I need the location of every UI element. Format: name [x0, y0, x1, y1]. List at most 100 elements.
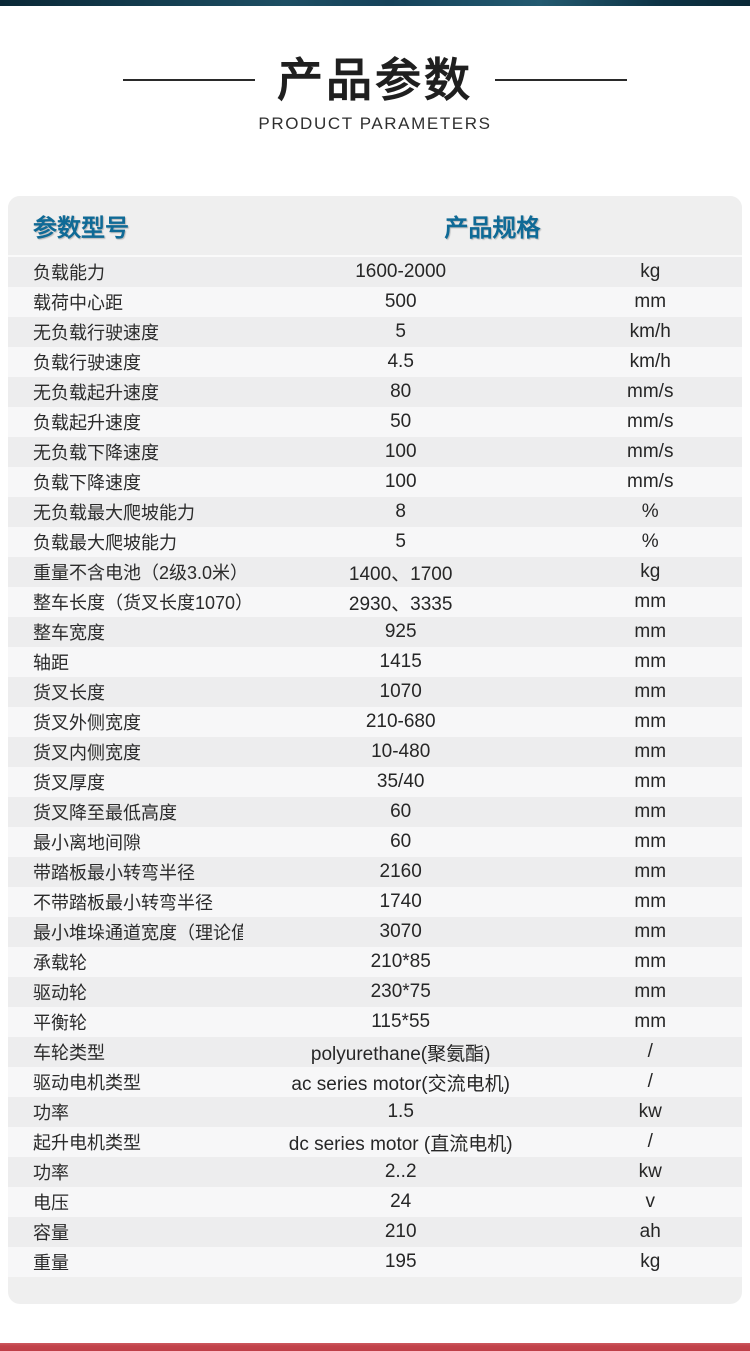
row-parameter-label: 起升电机类型 — [33, 1133, 141, 1153]
row-parameter-label: 平衡轮 — [33, 1013, 87, 1033]
row-parameter-unit: mm — [634, 861, 667, 882]
table-row: 承载轮 210*85 mm — [8, 947, 742, 977]
row-parameter-label: 货叉长度 — [33, 683, 105, 703]
row-parameter-value: 1070 — [379, 681, 422, 702]
table-row: 电压 24 v — [8, 1187, 742, 1217]
row-parameter-unit: mm — [634, 1011, 667, 1032]
page-header: 产品参数 PRODUCT PARAMETERS — [0, 55, 750, 134]
row-parameter-label: 电压 — [33, 1193, 69, 1213]
row-parameter-label: 驱动轮 — [33, 983, 87, 1003]
page-subtitle: PRODUCT PARAMETERS — [258, 113, 492, 133]
row-parameter-value: 80 — [390, 381, 412, 402]
table-row: 重量不含电池（2级3.0米） 1400、1700 kg — [8, 557, 742, 587]
table-row: 轴距 1415 mm — [8, 647, 742, 677]
row-parameter-unit: mm/s — [627, 441, 674, 462]
table-header-row: 参数型号 产品规格 — [8, 196, 742, 257]
row-parameter-unit: mm — [634, 741, 667, 762]
row-parameter-unit: mm — [634, 681, 667, 702]
row-parameter-label: 货叉降至最低高度 — [33, 803, 177, 823]
row-parameter-value: 2930、3335 — [348, 593, 453, 615]
row-parameter-unit: kg — [640, 1251, 661, 1272]
row-parameter-label: 无负载起升速度 — [33, 383, 159, 403]
row-parameter-unit: kg — [640, 561, 661, 582]
table-header-label-column: 参数型号 — [33, 215, 129, 242]
row-parameter-value: 1400、1700 — [348, 563, 453, 585]
row-parameter-label: 功率 — [33, 1103, 69, 1123]
top-accent-bar — [0, 0, 750, 6]
row-parameter-label: 负载最大爬坡能力 — [33, 533, 177, 553]
row-parameter-label: 驱动电机类型 — [33, 1073, 141, 1093]
row-parameter-value: 925 — [384, 621, 417, 642]
row-parameter-label: 重量不含电池（2级3.0米） — [33, 563, 243, 583]
row-parameter-unit: mm — [634, 891, 667, 912]
parameters-card: 参数型号 产品规格 负载能力 1600-2000 kg 载荷中心距 500 mm 无负载行驶… — [8, 196, 742, 1304]
table-row: 负载能力 1600-2000 kg — [8, 257, 742, 287]
table-body: 负载能力 1600-2000 kg 载荷中心距 500 mm 无负载行驶速度 5 km/h 负载行… — [8, 257, 742, 1277]
row-parameter-value: dc series motor (直流电机) — [288, 1133, 513, 1155]
row-parameter-label: 功率 — [33, 1163, 69, 1183]
row-parameter-unit: mm — [634, 291, 667, 312]
row-parameter-value: 100 — [384, 471, 417, 492]
row-parameter-value: 60 — [390, 831, 412, 852]
row-parameter-unit: mm — [634, 981, 667, 1002]
row-parameter-label: 无负载下降速度 — [33, 443, 159, 463]
table-row: 不带踏板最小转弯半径 1740 mm — [8, 887, 742, 917]
row-parameter-unit: km/h — [629, 351, 671, 372]
table-row: 货叉长度 1070 mm — [8, 677, 742, 707]
row-parameter-unit: % — [641, 531, 659, 552]
table-row: 载荷中心距 500 mm — [8, 287, 742, 317]
row-parameter-unit: v — [645, 1191, 655, 1212]
row-parameter-value: 2160 — [379, 861, 422, 882]
row-parameter-label: 车轮类型 — [33, 1043, 105, 1063]
row-parameter-label: 无负载行驶速度 — [33, 323, 159, 343]
row-parameter-unit: mm — [634, 831, 667, 852]
row-parameter-value: polyurethane(聚氨酯) — [310, 1043, 491, 1065]
row-parameter-label: 整车长度（货叉长度1070） — [33, 593, 243, 613]
table-row: 最小离地间隙 60 mm — [8, 827, 742, 857]
row-parameter-value: 500 — [384, 291, 417, 312]
row-parameter-label: 负载能力 — [33, 263, 105, 283]
row-parameter-label: 无负载最大爬坡能力 — [33, 503, 195, 523]
row-parameter-unit: kw — [638, 1101, 662, 1122]
row-parameter-unit: mm — [634, 711, 667, 732]
row-parameter-unit: mm — [634, 771, 667, 792]
row-parameter-unit: ah — [639, 1221, 661, 1242]
row-parameter-value: 3070 — [379, 921, 422, 942]
table-row: 容量 210 ah — [8, 1217, 742, 1247]
table-row: 无负载行驶速度 5 km/h — [8, 317, 742, 347]
row-parameter-value: 24 — [390, 1191, 412, 1212]
row-parameter-value: 230*75 — [370, 981, 431, 1002]
row-parameter-value: 2..2 — [384, 1161, 417, 1182]
row-parameter-label: 最小堆垛通道宽度（理论值） — [33, 923, 243, 943]
table-row: 驱动电机类型 ac series motor(交流电机) / — [8, 1067, 742, 1097]
row-parameter-unit: mm — [634, 651, 667, 672]
table-row: 无负载下降速度 100 mm/s — [8, 437, 742, 467]
row-parameter-value: 1.5 — [387, 1101, 414, 1122]
row-parameter-unit: mm — [634, 801, 667, 822]
table-row: 无负载起升速度 80 mm/s — [8, 377, 742, 407]
table-row: 最小堆垛通道宽度（理论值） 3070 mm — [8, 917, 742, 947]
table-row: 货叉降至最低高度 60 mm — [8, 797, 742, 827]
row-parameter-label: 负载下降速度 — [33, 473, 141, 493]
row-parameter-label: 货叉厚度 — [33, 773, 105, 793]
row-parameter-unit: km/h — [629, 321, 671, 342]
table-row: 负载下降速度 100 mm/s — [8, 467, 742, 497]
row-parameter-value: 5 — [395, 531, 406, 552]
row-parameter-label: 整车宽度 — [33, 623, 105, 643]
table-row: 整车长度（货叉长度1070） 2930、3335 mm — [8, 587, 742, 617]
bottom-accent-bar — [0, 1343, 750, 1351]
row-parameter-label: 货叉内侧宽度 — [33, 743, 141, 763]
row-parameter-label: 不带踏板最小转弯半径 — [33, 893, 213, 913]
table-row: 整车宽度 925 mm — [8, 617, 742, 647]
title-right-line — [495, 79, 627, 82]
row-parameter-unit: mm/s — [627, 411, 674, 432]
table-row: 负载行驶速度 4.5 km/h — [8, 347, 742, 377]
row-parameter-unit: mm — [634, 621, 667, 642]
row-parameter-label: 最小离地间隙 — [33, 833, 141, 853]
table-row: 驱动轮 230*75 mm — [8, 977, 742, 1007]
row-parameter-unit: kw — [638, 1161, 662, 1182]
row-parameter-value: 60 — [390, 801, 412, 822]
row-parameter-label: 载荷中心距 — [33, 293, 123, 313]
row-parameter-label: 容量 — [33, 1223, 69, 1243]
table-row: 功率 1.5 kw — [8, 1097, 742, 1127]
